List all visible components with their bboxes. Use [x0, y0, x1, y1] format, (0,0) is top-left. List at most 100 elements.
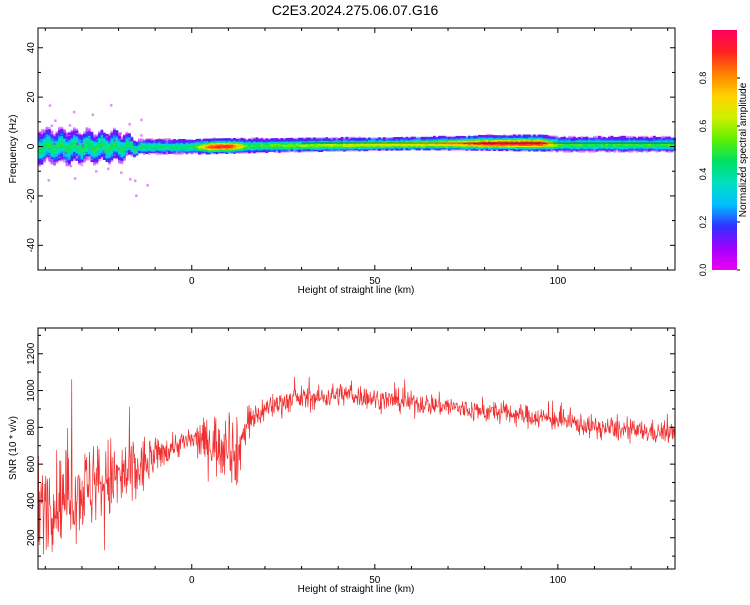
spectrogram-ytick-label: -40 [26, 238, 37, 253]
spectrogram-cell [198, 138, 201, 142]
spectrogram-cell [445, 135, 449, 139]
spectrogram-cell [595, 136, 599, 140]
spectrogram-cell [145, 139, 149, 142]
spectrogram-ytick-label: -20 [26, 188, 37, 203]
spectrogram-cell [403, 136, 406, 140]
spectrogram-cell [125, 133, 129, 137]
spectrogram-cell [373, 138, 376, 141]
spectrogram-cell [288, 137, 291, 141]
spectrogram-cell [173, 152, 176, 155]
spectrogram-cell [493, 135, 496, 138]
spectrogram-cell [75, 133, 79, 137]
spectrogram-cell [430, 136, 434, 140]
spectrogram-cell [78, 162, 81, 166]
spectrogram-cell [648, 149, 651, 152]
spectrogram-cell [513, 134, 516, 137]
spectrogram-cell [573, 135, 576, 139]
spectrogram-cell [165, 138, 169, 141]
spectrogram-cell [168, 140, 171, 143]
spectrogram-cell [548, 136, 551, 139]
spectrogram-cell [598, 135, 601, 139]
spectrogram-cell [268, 139, 271, 142]
colorbar-tick-label: 0.6 [698, 120, 708, 133]
spectrogram-cell [650, 138, 654, 141]
spectrogram-cell [358, 137, 361, 141]
spectrogram-cell [590, 138, 594, 141]
spectrogram-cell [535, 135, 539, 139]
spectrogram-cell [43, 160, 46, 163]
spectrogram-cell [363, 137, 366, 141]
spectrogram-cell [643, 136, 646, 140]
spectrogram-cell [645, 150, 649, 153]
spectrogram-cell [375, 138, 379, 141]
spectrogram-cell [333, 137, 336, 140]
spectrogram-cell [125, 132, 129, 136]
spectrogram-cell [223, 138, 226, 141]
spectrogram-cell [625, 138, 629, 141]
spectrogram-cell [73, 158, 76, 161]
spectrogram-cell [273, 138, 276, 141]
spectrogram-axis-ticks: 0 50 100 -40 -20 0 20 40 [26, 28, 675, 287]
spectrogram-cell [638, 135, 641, 139]
spectrogram-cell [130, 137, 134, 140]
spectrogram-cell [515, 134, 519, 137]
spectrogram-cell [88, 157, 91, 161]
spectrogram-cell [343, 136, 346, 140]
spectrogram-cell [53, 161, 56, 165]
spectrogram-cell [475, 134, 479, 138]
spectrogram-cell [668, 135, 671, 139]
spectrogram-cell [163, 138, 166, 141]
spectrogram-cell [593, 150, 596, 153]
spectrogram-cell [660, 136, 664, 140]
spectrogram-cell [295, 138, 299, 142]
spectrogram-cell [420, 136, 424, 140]
spectrogram-cell [100, 154, 104, 158]
spectrogram-cell [148, 152, 151, 156]
spectrogram-cell [70, 130, 74, 134]
spectrogram-cell [158, 138, 161, 141]
spectrogram-cell [165, 140, 169, 143]
spectrogram-cell [160, 139, 164, 142]
spectrogram-cell [663, 138, 666, 141]
spectrogram-cell [318, 137, 321, 140]
spectrogram-cell [623, 135, 626, 139]
spectrogram-cell [55, 131, 59, 134]
spectrogram-cell [230, 138, 234, 141]
spectrogram-cell [248, 138, 251, 142]
spectrogram-cell [653, 135, 656, 139]
spectrogram-cell [128, 139, 132, 142]
spectrogram-cell [635, 150, 639, 153]
spectrogram-cell [293, 138, 296, 142]
spectrogram-cell [48, 127, 51, 130]
spectrogram-cell [485, 133, 489, 137]
spectrogram-cell [480, 135, 484, 138]
spectrogram-cell [440, 135, 444, 139]
spectrogram-cell [58, 130, 61, 133]
spectrogram-cell [50, 134, 54, 137]
spectrogram-cell [283, 138, 286, 141]
spectrogram-cell [553, 135, 556, 138]
spectrogram-cell [330, 139, 334, 142]
spectrogram-cell [91, 113, 94, 116]
spectrogram-cell [568, 135, 571, 139]
spectrogram-cell [383, 137, 386, 140]
spectrogram-cell [213, 138, 216, 141]
spectrogram-cell [613, 136, 616, 140]
spectrogram-cell [203, 138, 206, 142]
spectrogram-cell [575, 138, 579, 141]
spectrogram-cell [68, 136, 71, 139]
spectrogram-cell [60, 156, 64, 160]
spectrogram-cell [83, 159, 86, 162]
spectrogram-cell [390, 138, 394, 141]
spectrogram-cell [140, 138, 144, 141]
colorbar-gradient [712, 30, 737, 270]
spectrogram-cell [350, 136, 354, 140]
spectrogram-cell [88, 155, 91, 159]
spectrogram-cell [593, 138, 596, 141]
spectrogram-cell [103, 133, 106, 136]
spectrogram-cell [118, 133, 121, 136]
spectrogram-cell [665, 135, 669, 139]
spectrogram-cell [90, 159, 94, 163]
spectrogram-cell [78, 133, 81, 137]
spectrogram-cell [290, 137, 294, 141]
